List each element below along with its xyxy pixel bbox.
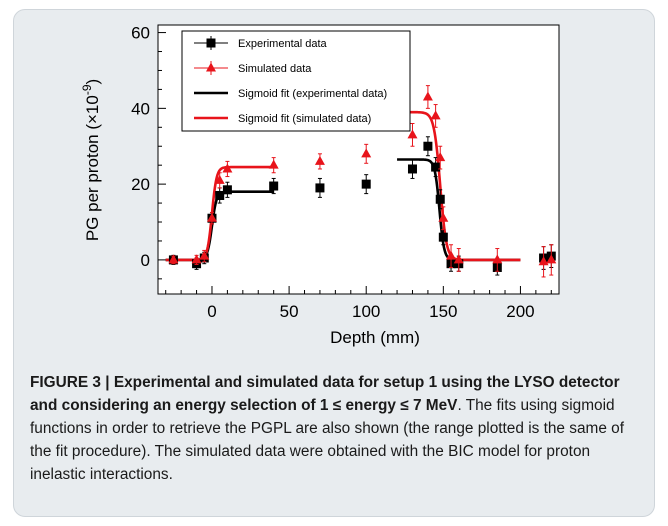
simulated-data-point (314, 155, 325, 165)
legend-label: Sigmoid fit (experimental data) (238, 88, 387, 100)
simulated-data-point (168, 254, 179, 264)
x-tick-label: 150 (429, 302, 457, 321)
simulated-data-point (407, 129, 418, 139)
experimental-data-point (438, 232, 448, 242)
experimental-data-point (431, 162, 441, 172)
simulated-data-point (199, 250, 210, 260)
legend-square-marker (206, 38, 216, 48)
simulated-data-point (206, 212, 217, 222)
simulated-data-point (453, 254, 464, 264)
plot-frame (157, 24, 560, 295)
simulated-data-point (430, 110, 441, 120)
simulated-data-point (546, 254, 557, 264)
figure-caption: FIGURE 3 | Experimental and simulated da… (30, 371, 640, 486)
simulated-data-point (191, 254, 202, 264)
x-tick-label: 50 (280, 302, 299, 321)
experimental-data-point (222, 185, 232, 195)
simulated-data-point (422, 91, 433, 101)
experimental-data-point (315, 183, 325, 193)
y-axis-label-close: ) (83, 79, 102, 85)
simulated-data-point (435, 152, 446, 162)
y-axis-label-exponent: -9 (80, 84, 94, 95)
sigmoid-fit-line (165, 165, 274, 262)
y-tick-label: 40 (131, 99, 150, 118)
y-tick-label: 60 (131, 24, 150, 43)
y-axis-label: PG per proton (×10-9) (80, 79, 102, 241)
experimental-data-point (361, 179, 371, 189)
experimental-data-point (269, 181, 279, 191)
legend-label: Sigmoid fit (simulated data) (238, 113, 371, 125)
experimental-data-point (407, 164, 417, 174)
x-tick-label: 0 (207, 302, 216, 321)
simulated-data-point (492, 254, 503, 264)
simulated-data-point (268, 159, 279, 169)
caption-label: FIGURE 3 | Experimental and simulated da… (30, 374, 620, 414)
simulated-data-point (214, 174, 225, 184)
y-tick-label: 0 (141, 251, 150, 270)
x-tick-label: 200 (506, 302, 534, 321)
legend-triangle-marker (206, 62, 216, 72)
experimental-data-point (423, 141, 433, 151)
caption-text: . The fits using sigmoid functions in or… (30, 397, 625, 483)
simulated-data-point (446, 250, 457, 260)
legend-label: Experimental data (238, 38, 328, 50)
legend-box (181, 30, 411, 132)
experimental-data-point (215, 190, 225, 200)
y-tick-label: 20 (131, 175, 150, 194)
simulated-data-point (361, 148, 372, 158)
simulated-data-point (538, 256, 549, 266)
simulated-data-point (222, 163, 233, 173)
x-tick-label: 100 (352, 302, 380, 321)
simulated-data-point (438, 212, 449, 222)
x-axis-label: Depth (mm) (330, 328, 420, 347)
legend-label: Simulated data (238, 63, 312, 75)
experimental-data-point (435, 194, 445, 204)
